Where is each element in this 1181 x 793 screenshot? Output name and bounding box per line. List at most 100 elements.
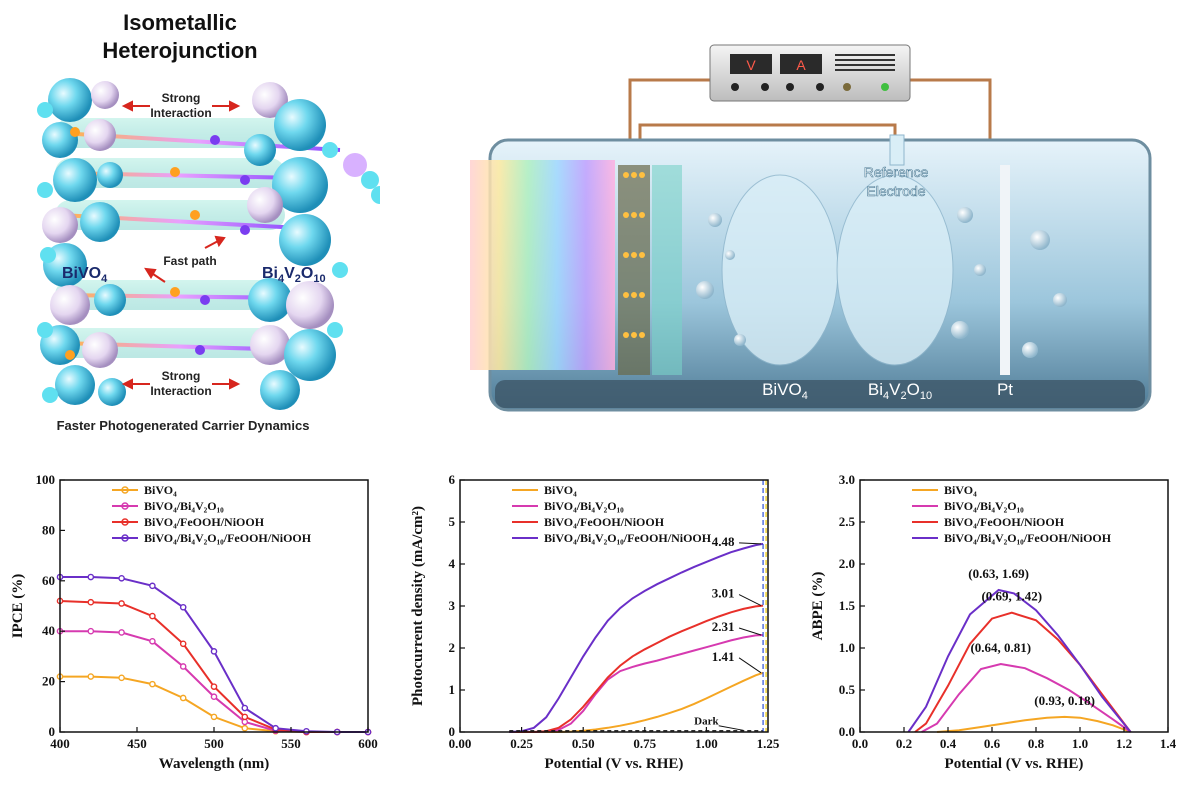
series-line-2 xyxy=(509,604,764,733)
data-point-1-1 xyxy=(87,627,95,635)
dark-label: Dark xyxy=(694,715,719,727)
x-tick-label-3: 0.75 xyxy=(633,736,656,751)
meter-v-label: V xyxy=(746,57,756,73)
y-tick-label-3: 60 xyxy=(42,573,55,588)
data-point-3-5 xyxy=(210,648,218,655)
y-tick-label-3: 3 xyxy=(449,598,456,613)
x-tick-label-1: 0.25 xyxy=(510,736,533,751)
o-part: O xyxy=(301,265,313,282)
y-tick-label-4: 2.0 xyxy=(839,556,855,571)
cell-bi4v2o10-label: Bi4V2O10 xyxy=(868,380,932,402)
data-point-3-6 xyxy=(241,704,249,712)
data-point-0-3 xyxy=(149,680,156,688)
y-tick-label-6: 3.0 xyxy=(839,472,855,487)
x-tick-label-4: 1.00 xyxy=(695,736,718,751)
y-tick-label-0: 0.0 xyxy=(839,724,855,739)
data-point-2-2 xyxy=(118,600,125,607)
bi4v2o10-spheres xyxy=(244,82,389,410)
strong-interaction-bottom-line1: Strong xyxy=(162,369,201,383)
data-point-2-6 xyxy=(241,713,249,721)
x-tick-label-6: 1.2 xyxy=(1116,736,1132,751)
series-line-1 xyxy=(921,662,1132,733)
cell-bivo4-label: BiVO4 xyxy=(762,380,808,402)
bivo4-main: BiVO xyxy=(62,265,101,282)
annotation-arrow-2 xyxy=(738,627,762,636)
cell-bi-part: Bi xyxy=(868,380,883,399)
y-tick-label-0: 0 xyxy=(49,724,56,739)
annotation-arrow-3 xyxy=(738,657,762,674)
data-point-3-4 xyxy=(179,603,187,611)
pec-cell-illustration: V A xyxy=(440,40,1181,440)
legend-label-1: BiVO₄/Bi₄V₂O₁₀ xyxy=(544,499,624,513)
y-tick-label-6: 6 xyxy=(449,472,456,487)
y-tick-label-2: 40 xyxy=(42,623,55,638)
x-axis-label: Potential (V vs. RHE) xyxy=(945,756,1084,772)
cell-v-part: V xyxy=(889,380,901,399)
y-tick-label-5: 5 xyxy=(449,514,456,529)
tank xyxy=(470,134,1152,412)
series-line-0 xyxy=(936,715,1131,733)
x-axis-label: Potential (V vs. RHE) xyxy=(545,756,684,772)
reference-electrode-line2: Electrode xyxy=(866,183,925,199)
strong-interaction-bottom-line2: Interaction xyxy=(150,384,211,398)
legend-label-2: BiVO₄/FeOOH/NiOOH xyxy=(144,515,265,529)
schematic-caption: Faster Photogenerated Carrier Dynamics xyxy=(57,418,310,433)
cell-v-sub: 2 xyxy=(900,390,906,402)
data-point-0-5 xyxy=(210,713,218,721)
x-axis-label: Wavelength (nm) xyxy=(159,756,269,772)
heterojunction-schematic: Isometallic Heterojunction Strong Intera… xyxy=(0,0,389,440)
legend-label-2: BiVO₄/FeOOH/NiOOH xyxy=(944,515,1065,529)
bi-part: Bi xyxy=(262,265,278,282)
data-point-2-4 xyxy=(179,640,187,648)
legend-marker-1 xyxy=(121,502,129,510)
fast-path-label: Fast path xyxy=(163,254,216,268)
data-point-3-8 xyxy=(303,727,310,735)
x-tick-label-3: 0.6 xyxy=(984,736,1001,751)
annotation-0: 4.48 xyxy=(712,534,735,549)
data-point-0-2 xyxy=(118,674,125,682)
meter-box xyxy=(709,44,911,102)
ipce-chart-svg: BiVO₄ BiVO₄/Bi₄V₂O₁₀ BiVO₄/FeOOH/NiOOH BiVO… xyxy=(10,472,378,772)
legend-label-2: BiVO₄/FeOOH/NiOOH xyxy=(544,515,665,529)
legend-label-1: BiVO₄/Bi₄V₂O₁₀ xyxy=(144,499,224,513)
x-tick-label-1: 0.2 xyxy=(896,736,912,751)
bi-sub: 4 xyxy=(278,273,285,285)
data-point-0-6 xyxy=(241,724,249,732)
heterojunction-illustration: Isometallic Heterojunction Strong Intera… xyxy=(37,10,389,433)
cell-o-part: O xyxy=(907,380,920,399)
legend-marker-3 xyxy=(121,534,129,542)
legend-marker-2 xyxy=(121,518,129,526)
data-point-0-4 xyxy=(179,694,187,702)
annotation-3: (0.93, 0.18) xyxy=(1034,693,1095,708)
x-tick-label-0: 0.0 xyxy=(852,736,868,751)
cell-bivo4-sub: 4 xyxy=(802,390,808,402)
strong-interaction-top-line2: Interaction xyxy=(150,106,211,120)
pec-cell-svg: V A xyxy=(470,44,1152,412)
schematic-title-line1: Isometallic xyxy=(123,10,237,35)
legend-label-0: BiVO₄ xyxy=(144,483,177,497)
x-tick-label-2: 0.4 xyxy=(940,736,957,751)
cell-bivo4-main: BiVO xyxy=(762,380,802,399)
data-point-1-2 xyxy=(118,629,125,636)
bivo4-spheres xyxy=(37,78,126,406)
x-tick-label-7: 1.4 xyxy=(1160,736,1177,751)
data-point-0-1 xyxy=(87,673,95,680)
series-line-2 xyxy=(914,611,1132,733)
interaction-arrows xyxy=(121,100,241,390)
data-point-2-1 xyxy=(87,598,95,606)
v-sub: 2 xyxy=(295,273,301,285)
x-tick-label-0: 400 xyxy=(50,736,70,751)
y-tick-label-1: 0.5 xyxy=(839,682,856,697)
x-tick-label-4: 0.8 xyxy=(1028,736,1045,751)
x-tick-label-3: 550 xyxy=(281,736,301,751)
annotation-arrow-1 xyxy=(738,594,762,607)
y-axis-label: ABPE (%) xyxy=(810,572,826,641)
data-point-1-3 xyxy=(149,637,156,645)
v-part: V xyxy=(284,265,295,282)
bivo4-sub: 4 xyxy=(101,273,108,285)
carrier-dots xyxy=(65,127,250,360)
data-point-3-7 xyxy=(272,724,279,732)
data-point-2-5 xyxy=(210,683,218,690)
ipce-chart: BiVO₄ BiVO₄/Bi₄V₂O₁₀ BiVO₄/FeOOH/NiOOH BiVO… xyxy=(0,468,380,788)
y-axis-label: Photocurrent density (mA/cm²) xyxy=(410,506,426,706)
